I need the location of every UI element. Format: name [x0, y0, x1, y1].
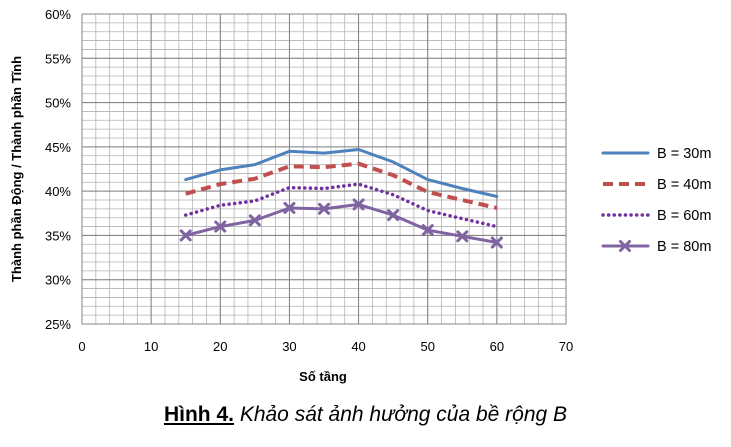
caption-label: Hình 4.: [163, 403, 234, 426]
data-point-marker: [318, 202, 330, 215]
y-tick-labels: 25% 30% 35% 40% 45% 50% 55% 60%: [45, 7, 71, 332]
data-point-marker: [179, 229, 192, 242]
plot-area: [82, 14, 566, 324]
x-tick-label: 60: [490, 339, 504, 354]
data-point-marker: [214, 220, 227, 233]
legend-item: B = 80m: [601, 239, 711, 255]
data-point-marker: [352, 198, 365, 211]
y-tick-label: 45%: [45, 140, 71, 155]
data-point-marker: [387, 209, 400, 222]
legend-label: B = 30m: [657, 146, 711, 162]
x-axis-title: Số tầng: [299, 369, 347, 384]
chart: 0 10 20 30 40 50 60 70 25% 30% 35% 40% 45% 50% 55% 60%…: [9, 7, 711, 384]
y-tick-label: 50%: [45, 96, 71, 111]
series-line-1: [184, 148, 499, 198]
caption-text: Khảo sát ảnh hưởng của bề rộng B: [239, 403, 568, 426]
y-axis-title: Thành phần Động / Thành phần Tĩnh: [9, 56, 24, 282]
figure-caption: Hình 4. Khảo sát ảnh hưởng của bề rộng B: [0, 403, 731, 427]
legend-label: B = 80m: [657, 239, 711, 255]
legend-item: B = 40m: [603, 177, 711, 193]
y-tick-label: 40%: [45, 184, 71, 199]
data-point-marker: [456, 230, 469, 243]
legend-marker: [619, 240, 631, 252]
x-tick-label: 10: [144, 339, 158, 354]
data-point-marker: [283, 201, 296, 214]
y-tick-label: 35%: [45, 228, 71, 243]
legend-item: B = 60m: [601, 208, 711, 224]
y-tick-label: 25%: [45, 317, 71, 332]
data-point-marker: [490, 236, 503, 249]
x-tick-label: 20: [213, 339, 227, 354]
y-tick-label: 60%: [45, 7, 71, 22]
series-line-3: [183, 182, 499, 229]
x-tick-label: 0: [78, 339, 85, 354]
data-point-marker: [248, 214, 261, 227]
x-tick-label: 70: [559, 339, 573, 354]
series-line-2: [185, 161, 498, 210]
x-tick-label: 50: [420, 339, 434, 354]
plot-border: [81, 13, 567, 325]
series-line-4: [184, 202, 499, 244]
y-tick-label: 55%: [45, 51, 71, 66]
x-tick-labels: 0 10 20 30 40 50 60 70: [78, 339, 573, 354]
legend-item: B = 30m: [601, 146, 711, 162]
series-group: [179, 148, 503, 249]
legend-label: B = 60m: [657, 208, 711, 224]
data-point-marker: [421, 224, 434, 237]
x-tick-label: 40: [351, 339, 365, 354]
legend-label: B = 40m: [657, 177, 711, 193]
y-tick-label: 30%: [45, 273, 71, 288]
x-tick-label: 30: [282, 339, 296, 354]
legend: B = 30m B = 40m B = 60m B = 80m: [601, 146, 711, 255]
